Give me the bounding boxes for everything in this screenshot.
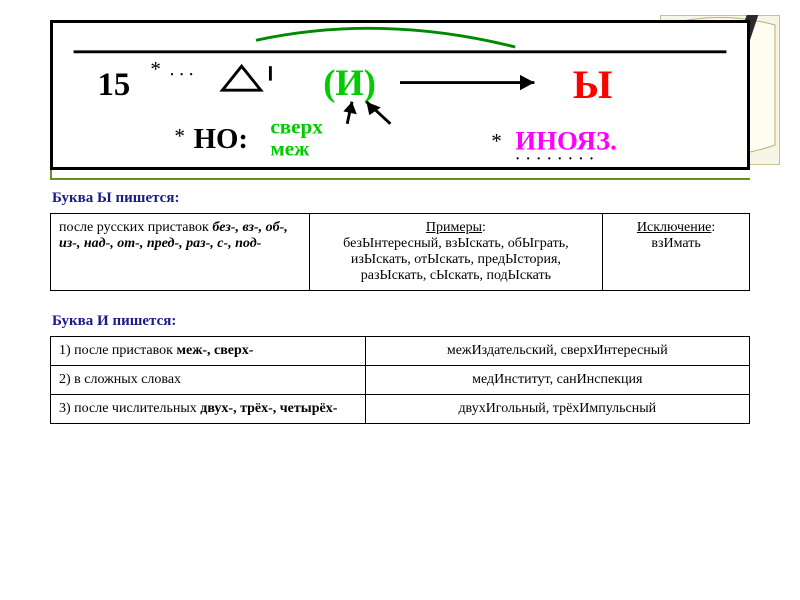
but-word-1: сверх <box>270 114 323 138</box>
rule-cell: после русских приставок без-, вз-, об-, … <box>51 214 310 291</box>
table-y-rules: после русских приставок без-, вз-, об-, … <box>50 213 750 291</box>
rule-cell: 2) в сложных словах <box>51 366 366 395</box>
arc-line <box>256 28 515 47</box>
but-star: * <box>174 124 185 148</box>
rule-cell: 1) после приставок меж-, сверх- <box>51 337 366 366</box>
example-cell: двухИгольный, трёхИмпульсный <box>365 395 749 424</box>
table-i-rules: 1) после приставок меж-, сверх- межИздат… <box>50 336 750 424</box>
section1-title: Буква Ы пишется: <box>52 190 750 207</box>
example-cell: медИнститут, санИнспекция <box>365 366 749 395</box>
table-row: 3) после числительных двух-, трёх-, четы… <box>51 395 750 424</box>
section2-title: Буква И пишется: <box>52 313 750 330</box>
table-row: 1) после приставок меж-, сверх- межИздат… <box>51 337 750 366</box>
examples-cell: Примеры: безЫнтересный, взЫскать, обЫгра… <box>309 214 603 291</box>
right-star: * <box>491 129 502 153</box>
star1: * <box>150 57 161 81</box>
rule-diagram: 15 * ∙ ∙ ∙ (И) Ы * НО: сверх меж <box>50 20 750 170</box>
center-letter: (И) <box>323 62 376 103</box>
example-cell: межИздательский, сверхИнтересный <box>365 337 749 366</box>
exception-cell: Исключение: взИмать <box>603 214 750 291</box>
rule-cell: 3) после числительных двух-, трёх-, четы… <box>51 395 366 424</box>
svg-text:........: ........ <box>515 143 599 164</box>
table-row: 2) в сложных словах медИнститут, санИнсп… <box>51 366 750 395</box>
rule-number: 15 <box>98 67 131 103</box>
triangle-icon <box>222 66 260 90</box>
but-word-2: меж <box>270 136 310 160</box>
but-label: НО: <box>194 123 248 155</box>
dots: ∙ ∙ ∙ <box>170 65 194 86</box>
table-row: после русских приставок без-, вз-, об-, … <box>51 214 750 291</box>
result-letter: Ы <box>573 62 613 107</box>
